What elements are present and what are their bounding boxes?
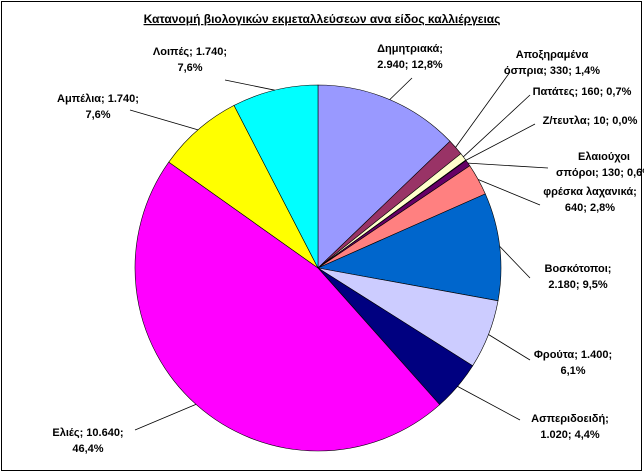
leader-line xyxy=(224,79,275,91)
data-label: Ελαιούχοι xyxy=(578,151,630,163)
data-label: Φρούτα; 1.400; xyxy=(534,349,612,361)
data-label: Αμπέλια; 1.740; xyxy=(57,93,139,105)
data-label: 7,6% xyxy=(177,62,202,74)
data-label: 1.020; 4,4% xyxy=(540,429,600,441)
data-label: Δημητριακά; xyxy=(377,43,443,55)
data-label: 7,6% xyxy=(85,109,110,121)
leader-line xyxy=(129,109,199,131)
pie-slice xyxy=(316,193,502,302)
data-label: Βοσκότοποι; xyxy=(545,263,612,275)
leader-line xyxy=(467,162,549,169)
chart-title: Κατανομή βιολογικών εκμεταλλεύσεων ανα ε… xyxy=(144,12,501,26)
data-label: 6,1% xyxy=(560,365,585,377)
leader-line xyxy=(455,71,511,148)
data-label: 2.940; 12,8% xyxy=(377,59,443,71)
leader-line xyxy=(465,123,536,161)
leader-line xyxy=(499,246,531,279)
data-label: 46,4% xyxy=(72,443,103,455)
data-label: Ασπεριδοειδή; xyxy=(531,413,609,425)
data-label: Ελιές; 10.640; xyxy=(52,427,123,439)
data-label: Ζ/τευτλα; 10; 0,0% xyxy=(543,115,638,127)
leader-line xyxy=(488,334,531,361)
leader-line xyxy=(134,403,197,431)
data-label: 640; 2,8% xyxy=(565,202,615,214)
data-label: Λοιπές; 1.740; xyxy=(153,46,227,58)
leader-line xyxy=(389,77,413,100)
leader-line xyxy=(478,179,541,206)
data-label: Πατάτες; 160; 0,7% xyxy=(533,86,632,98)
data-label: όσπρια; 330; 1,4% xyxy=(504,65,600,77)
data-label: 2.180; 9,5% xyxy=(548,279,608,291)
data-label: φρέσκα λαχανικά; xyxy=(543,186,637,198)
leader-line xyxy=(463,94,531,158)
leader-line xyxy=(457,386,521,421)
pie-slice xyxy=(317,84,451,269)
data-label: Αποξηραμένα xyxy=(516,49,589,61)
data-label: σπόροι; 130; 0,6% xyxy=(556,167,644,179)
